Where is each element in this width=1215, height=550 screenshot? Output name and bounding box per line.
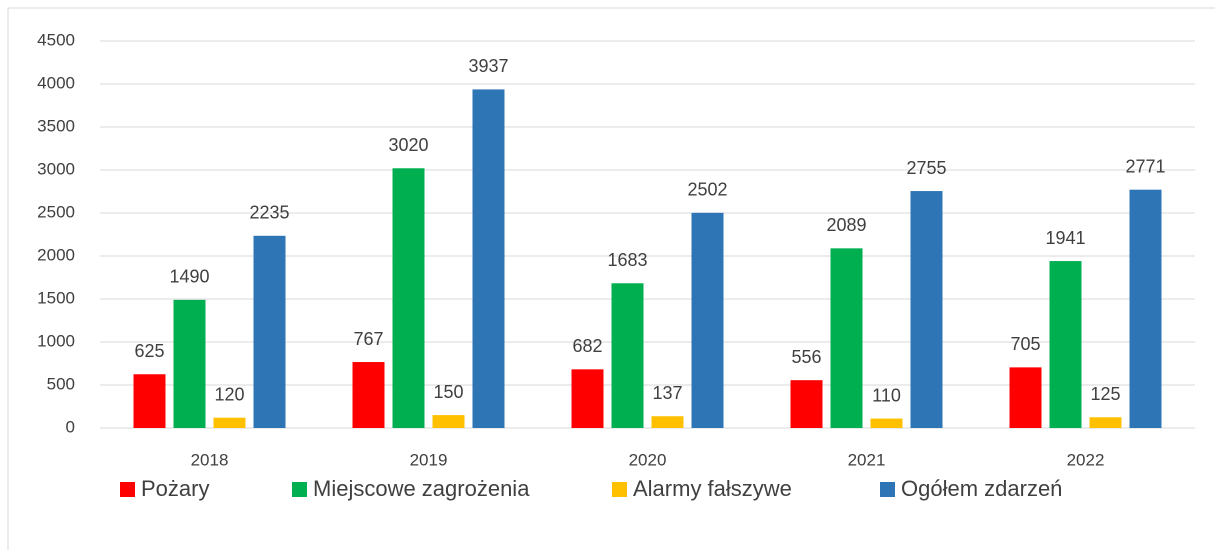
y-tick-label: 2500: [37, 202, 75, 221]
x-tick-label: 2020: [629, 450, 667, 469]
legend-swatch: [292, 482, 307, 497]
legend-swatch: [120, 482, 135, 497]
bar: [1129, 189, 1162, 428]
data-label: 1490: [169, 267, 209, 287]
data-label: 3020: [388, 135, 428, 155]
data-label: 3937: [468, 56, 508, 76]
bar: [472, 89, 505, 428]
y-tick-label: 4000: [37, 73, 75, 92]
y-tick-label: 3000: [37, 159, 75, 178]
y-tick-label: 500: [47, 374, 75, 393]
bar: [392, 168, 425, 428]
legend-label: Pożary: [141, 476, 209, 501]
bar: [1089, 417, 1122, 428]
data-label: 682: [572, 336, 602, 356]
legend-label: Ogółem zdarzeń: [901, 476, 1062, 501]
data-label: 2235: [249, 203, 289, 223]
chart-frame: [7, 7, 1215, 550]
x-tick-label: 2019: [410, 450, 448, 469]
bar: [213, 417, 246, 428]
legend-label: Alarmy fałszywe: [633, 476, 792, 501]
x-tick-label: 2021: [848, 450, 886, 469]
legend-label: Miejscowe zagrożenia: [313, 476, 530, 501]
data-label: 767: [353, 329, 383, 349]
legend-swatch: [880, 482, 895, 497]
y-tick-label: 4500: [37, 30, 75, 49]
data-label: 125: [1090, 384, 1120, 404]
bar: [1049, 261, 1082, 428]
data-label: 705: [1010, 334, 1040, 354]
data-label: 150: [433, 382, 463, 402]
data-label: 2502: [687, 180, 727, 200]
bar: [432, 415, 465, 428]
bar: [910, 191, 943, 428]
data-label: 625: [134, 341, 164, 361]
y-tick-label: 1000: [37, 331, 75, 350]
x-tick-label: 2018: [191, 450, 229, 469]
y-tick-label: 3500: [37, 116, 75, 135]
data-label: 1941: [1045, 228, 1085, 248]
bar: [830, 248, 863, 428]
data-label: 2771: [1125, 156, 1165, 176]
data-label: 110: [872, 385, 901, 405]
legend-swatch: [612, 482, 627, 497]
bar: [790, 380, 823, 428]
data-label: 137: [652, 383, 682, 403]
y-tick-label: 0: [66, 417, 75, 436]
bar: [870, 418, 903, 428]
bar: [1009, 367, 1042, 428]
data-label: 556: [791, 347, 821, 367]
bar: [253, 235, 286, 428]
bar: [611, 283, 644, 428]
bar: [571, 369, 604, 428]
bar: [691, 212, 724, 428]
data-label: 1683: [607, 250, 647, 270]
y-tick-label: 2000: [37, 245, 75, 264]
x-tick-label: 2022: [1067, 450, 1105, 469]
bar: [651, 416, 684, 428]
data-label: 2089: [826, 215, 866, 235]
bar: [173, 299, 206, 428]
bar: [352, 362, 385, 428]
data-label: 2755: [906, 158, 946, 178]
data-label: 120: [214, 384, 244, 404]
bar: [133, 374, 166, 428]
y-tick-label: 1500: [37, 288, 75, 307]
